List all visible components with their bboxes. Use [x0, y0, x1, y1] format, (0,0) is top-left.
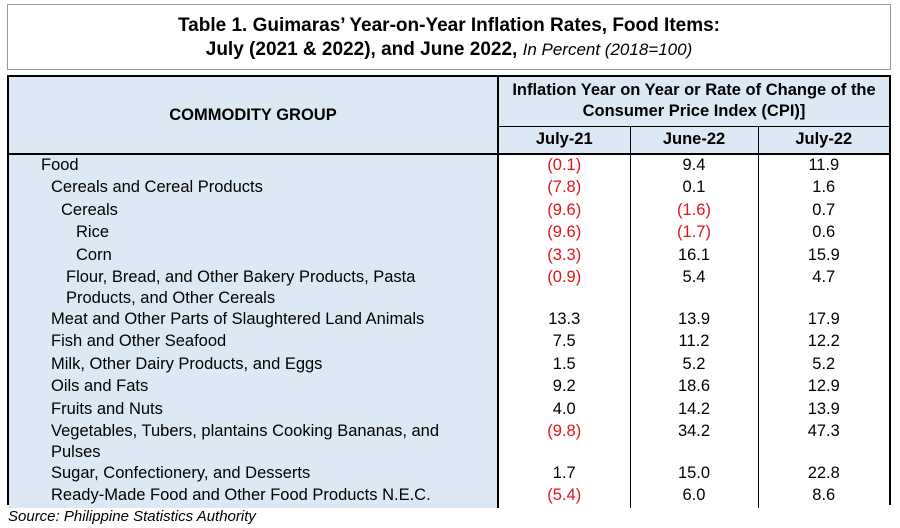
value-cell: (9.6)	[498, 222, 631, 245]
commodity-label: Vegetables, Tubers, plantains Cooking Ba…	[9, 420, 499, 463]
table-row: Corn (3.3) 16.1 15.9	[9, 244, 890, 267]
value-cell: 13.9	[758, 398, 890, 421]
value-cell: 9.4	[630, 154, 759, 178]
table-row: Cereals and Cereal Products (7.8) 0.1 1.6	[9, 177, 890, 200]
value-cell: 4.7	[758, 266, 890, 309]
commodity-label: Meat and Other Parts of Slaughtered Land…	[9, 308, 499, 332]
commodity-label: Oils and Fats	[9, 376, 499, 399]
title-line-2: July (2021 & 2022), and June 2022, In Pe…	[8, 38, 890, 62]
table-row: Cereals (9.6) (1.6) 0.7	[9, 199, 890, 223]
value-cell: 6.0	[630, 485, 759, 508]
value-cell: 5.2	[758, 353, 890, 377]
value-cell: 47.3	[758, 420, 890, 463]
commodity-label: Rice	[9, 222, 499, 245]
inflation-table: COMMODITY GROUP Inflation Year on Year o…	[7, 75, 891, 508]
table-row: Food (0.1) 9.4 11.9	[9, 154, 890, 178]
value-cell: 0.6	[758, 222, 890, 245]
commodity-label: Food	[9, 154, 499, 178]
commodity-label: Sugar, Confectionery, and Desserts	[9, 462, 499, 486]
value-cell: (9.8)	[498, 420, 631, 463]
commodity-label: Fish and Other Seafood	[9, 331, 499, 354]
value-cell: 0.1	[630, 177, 759, 200]
value-cell: 8.6	[758, 485, 890, 508]
value-cell: (7.8)	[498, 177, 631, 200]
value-cell: 12.2	[758, 331, 890, 354]
value-cell: 14.2	[630, 398, 759, 421]
header-commodity-group: COMMODITY GROUP	[9, 77, 499, 155]
value-cell: 11.2	[630, 331, 759, 354]
value-cell: 16.1	[630, 244, 759, 267]
source-note: Source: Philippine Statistics Authority	[8, 508, 256, 525]
value-cell: 1.7	[498, 462, 631, 486]
value-cell: (0.9)	[498, 266, 631, 309]
table-row: Fish and Other Seafood 7.5 11.2 12.2	[9, 331, 890, 354]
value-cell: 5.4	[630, 266, 759, 309]
value-cell: 9.2	[498, 376, 631, 399]
value-cell: 34.2	[630, 420, 759, 463]
value-cell: (1.7)	[630, 222, 759, 245]
table-row: Meat and Other Parts of Slaughtered Land…	[9, 308, 890, 332]
value-cell: (5.4)	[498, 485, 631, 508]
table-row: Flour, Bread, and Other Bakery Products,…	[9, 266, 890, 309]
value-cell: (3.3)	[498, 244, 631, 267]
title-unit: In Percent (2018=100)	[522, 40, 693, 59]
header-cpi-group: Inflation Year on Year or Rate of Change…	[498, 77, 890, 127]
table-row: Milk, Other Dairy Products, and Eggs 1.5 5…	[9, 353, 890, 377]
value-cell: 17.9	[758, 308, 890, 332]
value-cell: 5.2	[630, 353, 759, 377]
value-cell: 1.5	[498, 353, 631, 377]
value-cell: 15.0	[630, 462, 759, 486]
value-cell: 1.6	[758, 177, 890, 200]
inflation-table-grid: COMMODITY GROUP Inflation Year on Year o…	[9, 77, 890, 508]
commodity-label: Ready-Made Food and Other Food Products …	[9, 485, 499, 508]
commodity-label: Milk, Other Dairy Products, and Eggs	[9, 353, 499, 377]
title-line-1: Table 1. Guimaras’ Year-on-Year Inflatio…	[177, 15, 720, 36]
value-cell: (0.1)	[498, 154, 631, 178]
table-row: Ready-Made Food and Other Food Products …	[9, 485, 890, 508]
value-cell: 22.8	[758, 462, 890, 486]
value-cell: 7.5	[498, 331, 631, 354]
commodity-label: Cereals and Cereal Products	[9, 177, 499, 200]
table-row: Sugar, Confectionery, and Desserts 1.7 15.…	[9, 462, 890, 486]
title-period: July (2021 & 2022), and June 2022,	[205, 39, 518, 60]
commodity-label: Cereals	[9, 199, 499, 223]
value-cell: 15.9	[758, 244, 890, 267]
table-row: Oils and Fats 9.2 18.6 12.9	[9, 376, 890, 399]
table-row: Vegetables, Tubers, plantains Cooking Ba…	[9, 420, 890, 463]
value-cell: 11.9	[758, 154, 890, 178]
header-july-21: July-21	[498, 126, 631, 155]
commodity-label: Corn	[9, 244, 499, 267]
header-july-22: July-22	[758, 126, 890, 155]
value-cell: 0.7	[758, 199, 890, 223]
value-cell: 18.6	[630, 376, 759, 399]
table-row: Rice (9.6) (1.7) 0.6	[9, 222, 890, 245]
value-cell: 12.9	[758, 376, 890, 399]
commodity-label: Flour, Bread, and Other Bakery Products,…	[9, 266, 499, 309]
value-cell: 13.9	[630, 308, 759, 332]
value-cell: (9.6)	[498, 199, 631, 223]
table-title: Table 1. Guimaras’ Year-on-Year Inflatio…	[7, 4, 891, 70]
value-cell: 13.3	[498, 308, 631, 332]
header-june-22: June-22	[630, 126, 759, 155]
commodity-label: Fruits and Nuts	[9, 398, 499, 421]
value-cell: (1.6)	[630, 199, 759, 223]
table-body: Food (0.1) 9.4 11.9 Cereals and Cereal Produ…	[9, 154, 890, 508]
table-row: Fruits and Nuts 4.0 14.2 13.9	[9, 398, 890, 421]
value-cell: 4.0	[498, 398, 631, 421]
